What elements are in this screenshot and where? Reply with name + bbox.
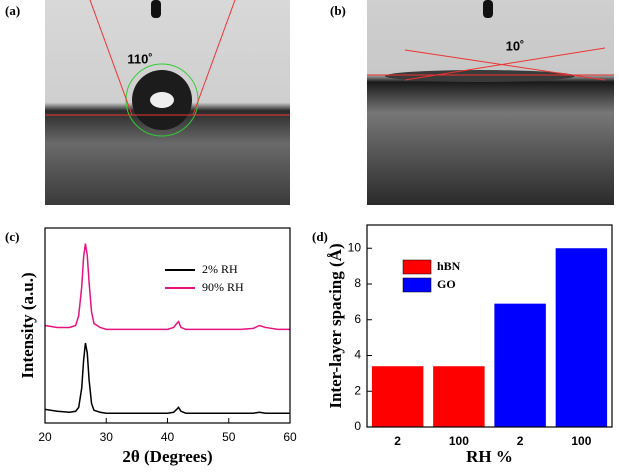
x-tick-label: 60 [283,430,297,444]
bar [371,366,424,427]
x-tick-label: 2 [394,434,401,448]
y-axis-title: Inter-layer spacing (Å) [326,243,345,408]
panel-label: (b) [330,3,346,18]
legend-label: 2% RH [202,262,238,276]
needle [151,0,161,18]
y-tick-label: 8 [354,276,361,290]
plot-frame [44,227,291,424]
x-tick-label: 100 [449,434,469,448]
angle-label: 110˚ [127,51,152,66]
legend-swatch [402,259,432,275]
panel-label: (c) [5,229,19,244]
panel-label: (d) [312,229,328,244]
tangent [89,0,133,116]
series-line [44,342,290,414]
x-tick-label: 20 [38,430,52,444]
series-line [44,243,290,331]
y-tick-label: 2 [354,383,361,397]
y-tick-label: 6 [354,312,361,326]
tangent [192,0,236,116]
legend-label: 90% RH [202,280,244,294]
needle [483,0,493,18]
photo-b [367,0,614,205]
bar [433,366,485,427]
panel-label: (a) [5,3,20,18]
x-tick-label: 30 [100,430,114,444]
x-axis-title: RH % [466,447,513,466]
droplet-highlight [150,92,174,108]
y-tick-label: 0 [354,419,361,433]
legend-swatch [402,277,432,293]
bar [555,248,608,427]
x-tick-label: 40 [161,430,175,444]
legend-label: hBN [437,259,461,273]
legend-label: GO [437,277,456,291]
plot-frame [366,224,613,428]
x-tick-label: 50 [222,430,236,444]
bar [494,303,546,427]
x-tick-label: 100 [571,434,591,448]
y-axis-title: Intensity (a.u.) [18,272,37,378]
x-tick-label: 2 [517,434,524,448]
y-tick-label: 4 [354,348,361,362]
angle-label: 10˚ [506,38,525,53]
y-tick-label: 10 [348,240,362,254]
droplet [385,70,575,82]
x-axis-title: 2θ (Degrees) [122,447,212,466]
